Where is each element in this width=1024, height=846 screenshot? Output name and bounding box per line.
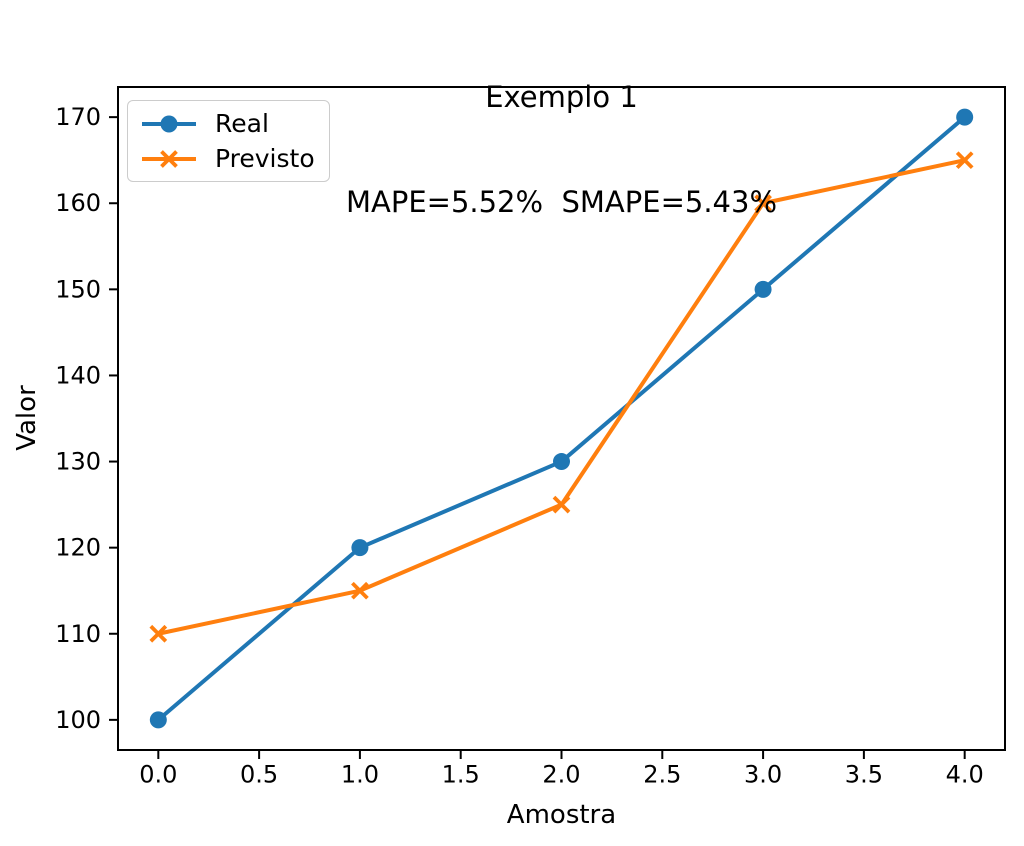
- chart-title: Exemplo 1 MAPE=5.52% SMAPE=5.43%: [118, 10, 1005, 290]
- x-tick-label: 3.5: [845, 761, 883, 789]
- marker-x: [149, 624, 168, 643]
- legend-label: Real: [215, 109, 269, 138]
- legend-item-real: Real: [140, 106, 315, 141]
- x-tick-label: 1.0: [341, 761, 379, 789]
- legend-sample-x-icon: [142, 149, 196, 168]
- y-tick-label: 160: [55, 189, 101, 217]
- x-tick-label: 2.0: [542, 761, 580, 789]
- legend-item-previsto: Previsto: [140, 141, 315, 176]
- x-tick-label: 2.5: [643, 761, 681, 789]
- y-tick-label: 110: [55, 620, 101, 648]
- marker-x: [552, 495, 571, 514]
- y-tick-label: 120: [55, 534, 101, 562]
- x-tick-label: 0.5: [240, 761, 278, 789]
- marker-circle: [956, 108, 974, 126]
- chart-title-metrics: MAPE=5.52% SMAPE=5.43%: [345, 185, 778, 219]
- axes-spines: [117, 86, 1006, 751]
- marker-circle: [149, 711, 167, 729]
- marker-x: [955, 151, 974, 170]
- y-tick-label: 140: [55, 361, 101, 389]
- marker-x: [351, 581, 369, 600]
- marker-circle: [160, 115, 178, 132]
- marker-x: [754, 194, 772, 213]
- marker-x: [160, 149, 178, 168]
- y-tick-label: 100: [55, 706, 101, 734]
- x-tick-label: 0.0: [139, 761, 177, 789]
- x-axis-label: Amostra: [506, 800, 617, 830]
- y-tick-label: 170: [55, 103, 101, 131]
- x-tick-label: 4.0: [946, 761, 984, 789]
- y-tick-label: 150: [55, 275, 101, 303]
- legend: Real Previsto: [127, 100, 330, 182]
- chart-title-line1: Exemplo 1: [485, 80, 638, 114]
- marker-circle: [553, 453, 570, 471]
- y-axis-label: Valor: [12, 385, 42, 451]
- y-tick-label: 130: [55, 448, 101, 476]
- x-tick-label: 3.0: [744, 761, 782, 789]
- marker-circle: [351, 539, 369, 557]
- legend-label: Previsto: [215, 144, 315, 173]
- legend-sample-circle-icon: [142, 115, 196, 132]
- x-tick-label: 1.5: [442, 761, 480, 789]
- marker-circle: [754, 280, 772, 298]
